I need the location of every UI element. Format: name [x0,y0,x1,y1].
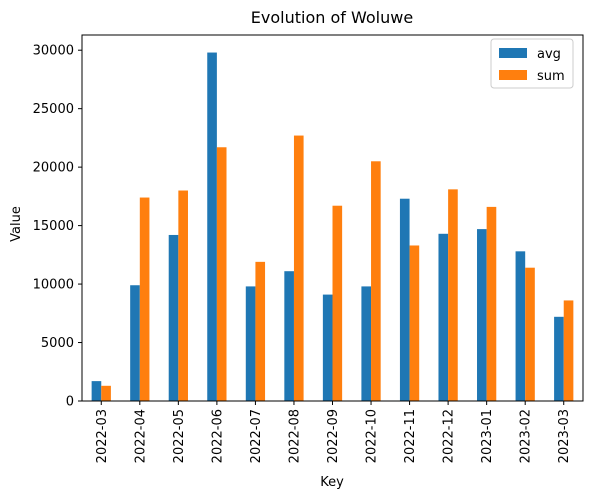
bar-sum-2022-08 [293,135,304,401]
legend-swatch-avg [499,48,527,58]
bar-sum-2022-03 [101,385,111,401]
x-tick-label: 2022-07 [249,409,264,463]
bar-sum-2022-10 [371,161,381,401]
x-tick-label: 2022-10 [365,409,380,463]
x-tick-label: 2022-03 [95,409,110,463]
bar-sum-2022-04 [139,197,150,401]
bar-sum-2022-05 [178,190,188,401]
legend: avg sum [490,38,574,89]
bar-sum-2023-02 [525,267,535,401]
x-tick-label: 2022-09 [326,409,341,463]
y-tick-label: 15000 [33,219,74,234]
y-tick-label: 30000 [33,44,74,59]
bar-avg-2022-11 [399,198,410,401]
x-tick-label: 2022-08 [287,409,302,463]
bar-sum-2022-06 [216,147,227,401]
x-tick-label: 2023-03 [557,409,572,463]
bar-sum-2023-01 [486,206,497,401]
x-tick-label: 2022-06 [210,409,225,463]
y-tick-label: 25000 [33,102,74,117]
chart-title: Evolution of Woluwe [251,8,413,27]
bar-sum-2022-09 [332,205,343,401]
y-axis-label: Value [9,206,24,242]
bar-sum-2022-07 [255,261,266,401]
x-tick-label: 2022-05 [172,409,187,463]
x-tick-label: 2023-01 [480,409,495,463]
bar-avg-2023-01 [477,229,487,401]
x-tick-label: 2022-11 [403,409,418,463]
bar-avg-2022-07 [245,286,256,401]
x-tick-label: 2023-02 [519,409,534,463]
legend-label-sum: sum [537,69,565,84]
x-tick-label: 2022-12 [442,409,457,463]
y-tick-label: 20000 [33,161,74,176]
bar-avg-2022-04 [130,285,140,401]
bar-avg-2022-05 [168,234,179,401]
bar-avg-2022-08 [284,271,294,401]
bar-avg-2022-03 [91,381,102,401]
legend-label-avg: avg [537,47,561,62]
bar-avg-2022-09 [322,294,333,401]
y-tick-label: 0 [66,395,74,410]
bar-avg-2022-06 [207,52,217,401]
bar-sum-2023-03 [563,300,574,401]
bar-avg-2022-10 [361,286,372,401]
y-tick-label: 10000 [33,278,74,293]
bar-avg-2023-02 [515,251,526,401]
bar-sum-2022-12 [448,189,458,401]
plot-area: 0 5000 10000 15000 20000 25000 30000 2022-03 202… [33,34,584,463]
legend-swatch-sum [499,70,527,80]
y-tick-label: 5000 [41,336,74,351]
bar-sum-2022-11 [409,245,420,401]
bar-avg-2022-12 [438,233,449,401]
x-axis-label: Key [320,475,344,490]
x-tick-label: 2022-04 [133,409,148,463]
bar-avg-2023-03 [554,316,564,401]
